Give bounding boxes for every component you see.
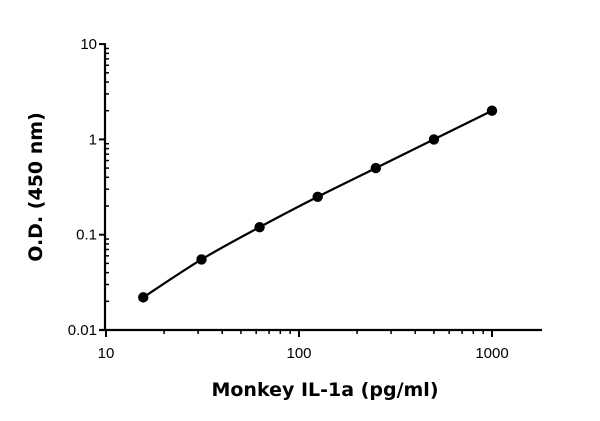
data-point: [254, 221, 265, 233]
x-tick-label: 100: [286, 345, 311, 362]
fit-curve: [142, 109, 493, 299]
data-point: [196, 254, 207, 265]
data-point: [428, 134, 440, 145]
y-tick-label: 0.1: [76, 227, 97, 244]
plot-area: [138, 105, 498, 303]
x-tick-label: 1000: [475, 345, 508, 362]
y-tick-label: 1: [89, 131, 97, 148]
x-axis: 10 100 1000: [98, 328, 542, 362]
y-tick-label: 10: [80, 36, 97, 53]
x-tick-label: 10: [98, 345, 115, 362]
y-axis: 0.01 0.1 1 10: [68, 36, 109, 339]
data-point: [486, 105, 498, 116]
y-axis-title: O.D. (450 nm): [25, 112, 47, 262]
x-axis-title: Monkey IL-1a (pg/ml): [211, 379, 438, 401]
data-point: [370, 162, 382, 174]
y-tick-label: 0.01: [68, 322, 97, 339]
data-point: [138, 292, 149, 303]
data-point: [312, 191, 323, 202]
